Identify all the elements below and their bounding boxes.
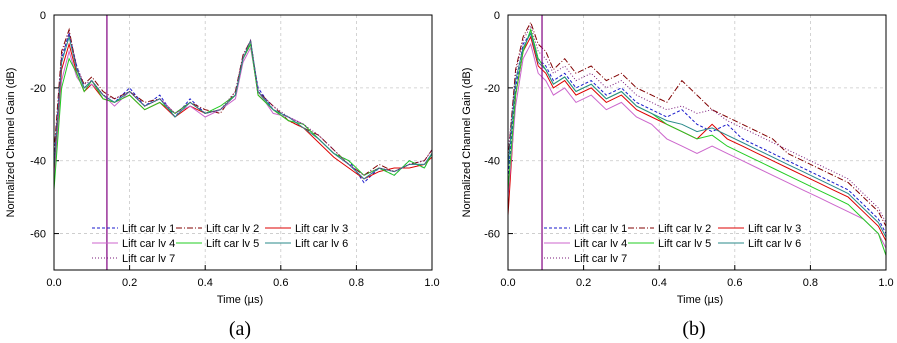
x-tick-label: 0.4 bbox=[198, 277, 213, 289]
x-axis-label: Time (µs) bbox=[677, 294, 723, 306]
series-group bbox=[508, 21, 886, 256]
series-line-4 bbox=[508, 42, 886, 249]
y-tick-label: -60 bbox=[30, 229, 46, 241]
x-tick-label: 1.0 bbox=[878, 277, 893, 289]
x-tick-label: 0.6 bbox=[273, 277, 288, 289]
panel-caption: (b) bbox=[682, 318, 705, 340]
series-line-1 bbox=[508, 32, 886, 234]
plot-frame bbox=[53, 14, 433, 271]
legend-label: Lift car lv 7 bbox=[574, 253, 627, 265]
x-tick-label: 0.0 bbox=[46, 277, 61, 289]
y-tick-label: -20 bbox=[30, 83, 46, 95]
legend-label: Lift car lv 3 bbox=[295, 223, 348, 235]
y-axis-label: Normalized Channel Gain (dB) bbox=[5, 68, 17, 218]
y-axis-label: Normalized Channel Gain (dB) bbox=[461, 68, 473, 218]
x-tick-label: 0.8 bbox=[349, 277, 364, 289]
panel-a: 0.0 0.2 0.4 0.6 0.8 1.0 0 -20 -40 -60 Lift car lv … bbox=[5, 10, 440, 340]
x-tick-label: 0.2 bbox=[122, 277, 137, 289]
x-tick-label: 0.2 bbox=[576, 277, 591, 289]
plot-frame bbox=[507, 14, 887, 271]
y-tick-label: -20 bbox=[484, 83, 500, 95]
y-tick-label: -60 bbox=[484, 229, 500, 241]
y-tick-label: 0 bbox=[40, 10, 46, 22]
legend-label: Lift car lv 4 bbox=[574, 238, 627, 250]
legend-label: Lift car lv 5 bbox=[206, 238, 259, 250]
series-line-6 bbox=[54, 34, 432, 180]
y-tick-label: -40 bbox=[30, 156, 46, 168]
legend-label: Lift car lv 2 bbox=[658, 223, 711, 235]
legend-label: Lift car lv 1 bbox=[574, 223, 627, 235]
legend-label: Lift car lv 3 bbox=[748, 223, 801, 235]
x-tick-label: 0.4 bbox=[652, 277, 667, 289]
y-tick-label: -40 bbox=[484, 156, 500, 168]
series-line-2 bbox=[508, 21, 886, 227]
panel-b: 0.0 0.2 0.4 0.6 0.8 1.0 0 -20 -40 -60 Lift car lv … bbox=[461, 10, 894, 340]
x-tick-label: 1.0 bbox=[424, 277, 439, 289]
legend-label: Lift car lv 6 bbox=[295, 238, 348, 250]
series-line-6 bbox=[508, 31, 886, 238]
legend-label: Lift car lv 1 bbox=[122, 223, 175, 235]
x-tick-label: 0.6 bbox=[727, 277, 742, 289]
legend-label: Lift car lv 5 bbox=[658, 238, 711, 250]
x-axis-label: Time (µs) bbox=[217, 294, 263, 306]
series-group bbox=[54, 27, 432, 190]
legend-label: Lift car lv 6 bbox=[748, 238, 801, 250]
panel-caption: (a) bbox=[229, 318, 251, 340]
legend-label: Lift car lv 7 bbox=[122, 253, 175, 265]
legend-label: Lift car lv 4 bbox=[122, 238, 175, 250]
series-line-7 bbox=[508, 24, 886, 223]
x-tick-label: 0.0 bbox=[500, 277, 515, 289]
x-tick-label: 0.8 bbox=[803, 277, 818, 289]
plot-area bbox=[508, 15, 886, 270]
legend-label: Lift car lv 2 bbox=[206, 223, 259, 235]
y-tick-label: 0 bbox=[494, 10, 500, 22]
